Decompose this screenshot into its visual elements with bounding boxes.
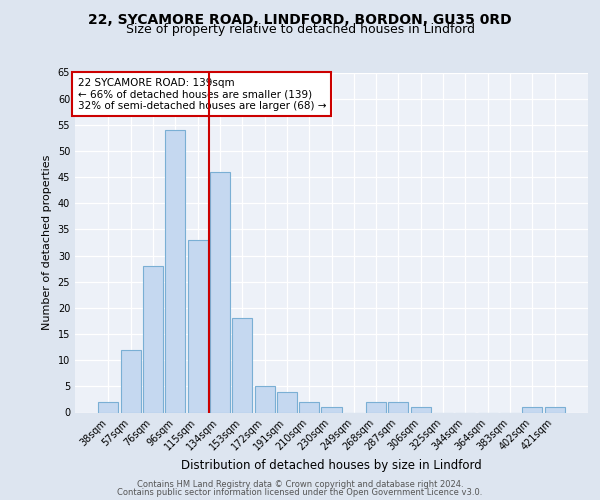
Bar <box>388 402 409 412</box>
Bar <box>188 240 208 412</box>
Bar <box>165 130 185 412</box>
Bar <box>98 402 118 412</box>
Text: Contains HM Land Registry data © Crown copyright and database right 2024.: Contains HM Land Registry data © Crown c… <box>137 480 463 489</box>
Y-axis label: Number of detached properties: Number of detached properties <box>42 155 52 330</box>
Bar <box>210 172 230 412</box>
Bar <box>277 392 297 412</box>
Text: Size of property relative to detached houses in Lindford: Size of property relative to detached ho… <box>125 24 475 36</box>
X-axis label: Distribution of detached houses by size in Lindford: Distribution of detached houses by size … <box>181 459 482 472</box>
Bar <box>299 402 319 412</box>
Bar <box>322 408 341 412</box>
Bar <box>121 350 141 412</box>
Text: Contains public sector information licensed under the Open Government Licence v3: Contains public sector information licen… <box>118 488 482 497</box>
Bar <box>366 402 386 412</box>
Bar <box>522 408 542 412</box>
Text: 22 SYCAMORE ROAD: 139sqm
← 66% of detached houses are smaller (139)
32% of semi-: 22 SYCAMORE ROAD: 139sqm ← 66% of detach… <box>77 78 326 111</box>
Bar <box>254 386 275 412</box>
Bar <box>411 408 431 412</box>
Bar <box>143 266 163 412</box>
Bar <box>545 408 565 412</box>
Text: 22, SYCAMORE ROAD, LINDFORD, BORDON, GU35 0RD: 22, SYCAMORE ROAD, LINDFORD, BORDON, GU3… <box>88 12 512 26</box>
Bar <box>232 318 252 412</box>
